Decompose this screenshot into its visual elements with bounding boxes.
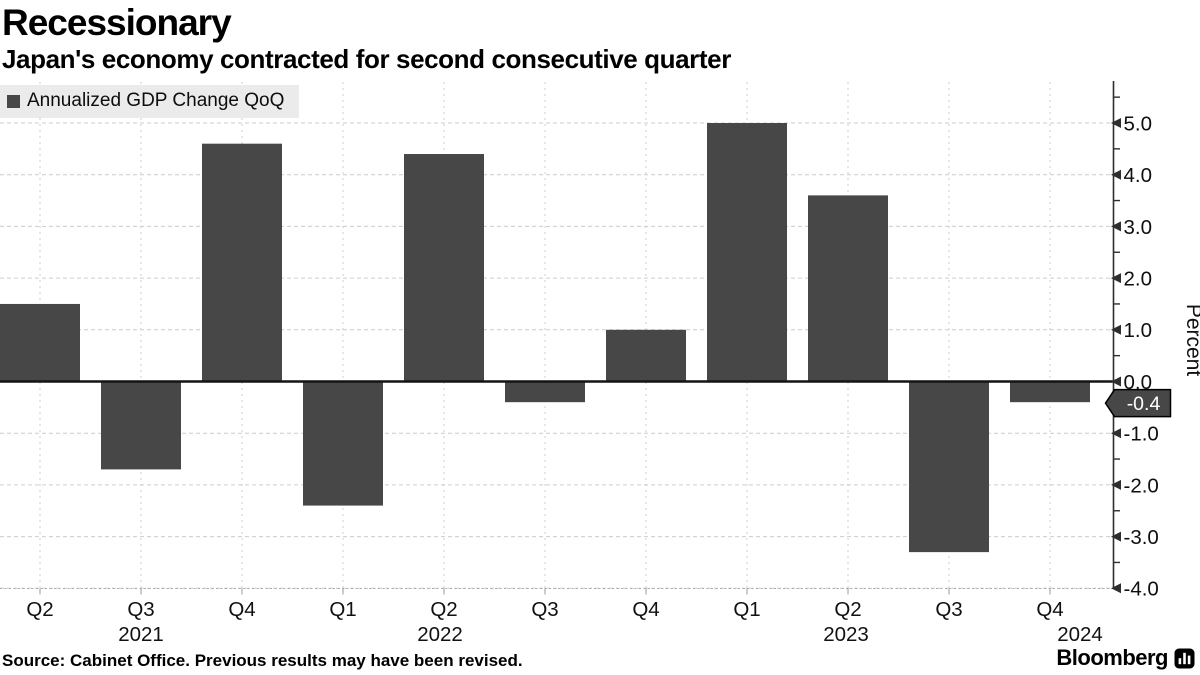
bar-Q4-2 bbox=[202, 143, 282, 382]
x-tick-label-5: Q3 bbox=[531, 598, 558, 621]
source-note: Source: Cabinet Office. Previous results… bbox=[2, 651, 523, 670]
bar-Q2-8 bbox=[808, 195, 888, 382]
x-tick-label-9: Q3 bbox=[935, 598, 962, 621]
year-label-2021: 2021 bbox=[118, 623, 164, 646]
y-major-tick-arrow bbox=[1111, 221, 1121, 232]
bar-Q4-6 bbox=[606, 329, 686, 382]
bar-chart-icon bbox=[1174, 648, 1195, 668]
bar-Q2-4 bbox=[404, 154, 484, 382]
y-tick-label: 0.0 bbox=[1124, 371, 1153, 394]
legend-label: Annualized GDP Change QoQ bbox=[27, 90, 285, 111]
bar-Q4-10 bbox=[1010, 381, 1090, 403]
y-tick-label: 1.0 bbox=[1124, 319, 1153, 342]
bloomberg-logo-text: Bloomberg bbox=[1056, 645, 1168, 670]
x-tick-label-4: Q2 bbox=[430, 598, 457, 621]
y-major-tick-arrow bbox=[1111, 118, 1121, 128]
x-tick-label-6: Q4 bbox=[632, 598, 659, 621]
x-tick-label-1: Q3 bbox=[127, 598, 154, 621]
last-value-callout bbox=[1104, 388, 1172, 418]
y-major-tick-arrow bbox=[1111, 583, 1121, 594]
bar-Q3-1 bbox=[101, 381, 181, 470]
y-tick-label: 4.0 bbox=[1124, 164, 1153, 187]
y-tick-label: -2.0 bbox=[1124, 474, 1159, 497]
year-label-2024: 2024 bbox=[1057, 623, 1103, 646]
y-tick-label: 3.0 bbox=[1124, 216, 1153, 239]
x-tick-label-7: Q1 bbox=[733, 598, 760, 621]
y-major-tick-arrow bbox=[1111, 376, 1121, 387]
y-tick-label: -3.0 bbox=[1124, 526, 1159, 549]
y-major-tick-arrow bbox=[1111, 273, 1121, 284]
chart-legend: Annualized GDP Change QoQ bbox=[0, 85, 300, 118]
y-major-tick-arrow bbox=[1111, 479, 1121, 490]
bloomberg-logo: Bloomberg bbox=[1056, 645, 1195, 671]
page-subtitle: Japan's economy contracted for second co… bbox=[2, 44, 731, 74]
bar-Q2-0 bbox=[0, 303, 80, 382]
year-label-2022: 2022 bbox=[417, 623, 463, 646]
percent-axis-label: Percent bbox=[1182, 304, 1200, 377]
y-major-tick-arrow bbox=[1111, 428, 1121, 439]
bar-Q1-7 bbox=[707, 123, 787, 382]
y-major-tick-arrow bbox=[1111, 324, 1121, 335]
x-tick-label-10: Q4 bbox=[1036, 598, 1063, 621]
y-tick-label: 5.0 bbox=[1124, 112, 1153, 135]
legend-swatch-icon bbox=[7, 94, 20, 108]
y-major-tick-arrow bbox=[1111, 531, 1121, 542]
year-label-2023: 2023 bbox=[823, 623, 869, 646]
page-title: Recessionary bbox=[2, 2, 232, 43]
y-tick-label: -4.0 bbox=[1124, 578, 1159, 601]
x-tick-label-0: Q2 bbox=[26, 598, 53, 621]
x-tick-label-8: Q2 bbox=[834, 598, 861, 621]
bar-Q3-9 bbox=[909, 381, 989, 553]
last-value-callout-label: -0.4 bbox=[1127, 393, 1161, 415]
y-tick-label: 2.0 bbox=[1124, 267, 1153, 290]
x-tick-label-3: Q1 bbox=[329, 598, 356, 621]
y-major-tick-arrow bbox=[1111, 169, 1121, 180]
y-tick-label: -1.0 bbox=[1124, 423, 1159, 446]
bar-Q1-3 bbox=[303, 381, 383, 506]
bar-Q3-5 bbox=[505, 381, 585, 403]
x-tick-label-2: Q4 bbox=[228, 598, 255, 621]
